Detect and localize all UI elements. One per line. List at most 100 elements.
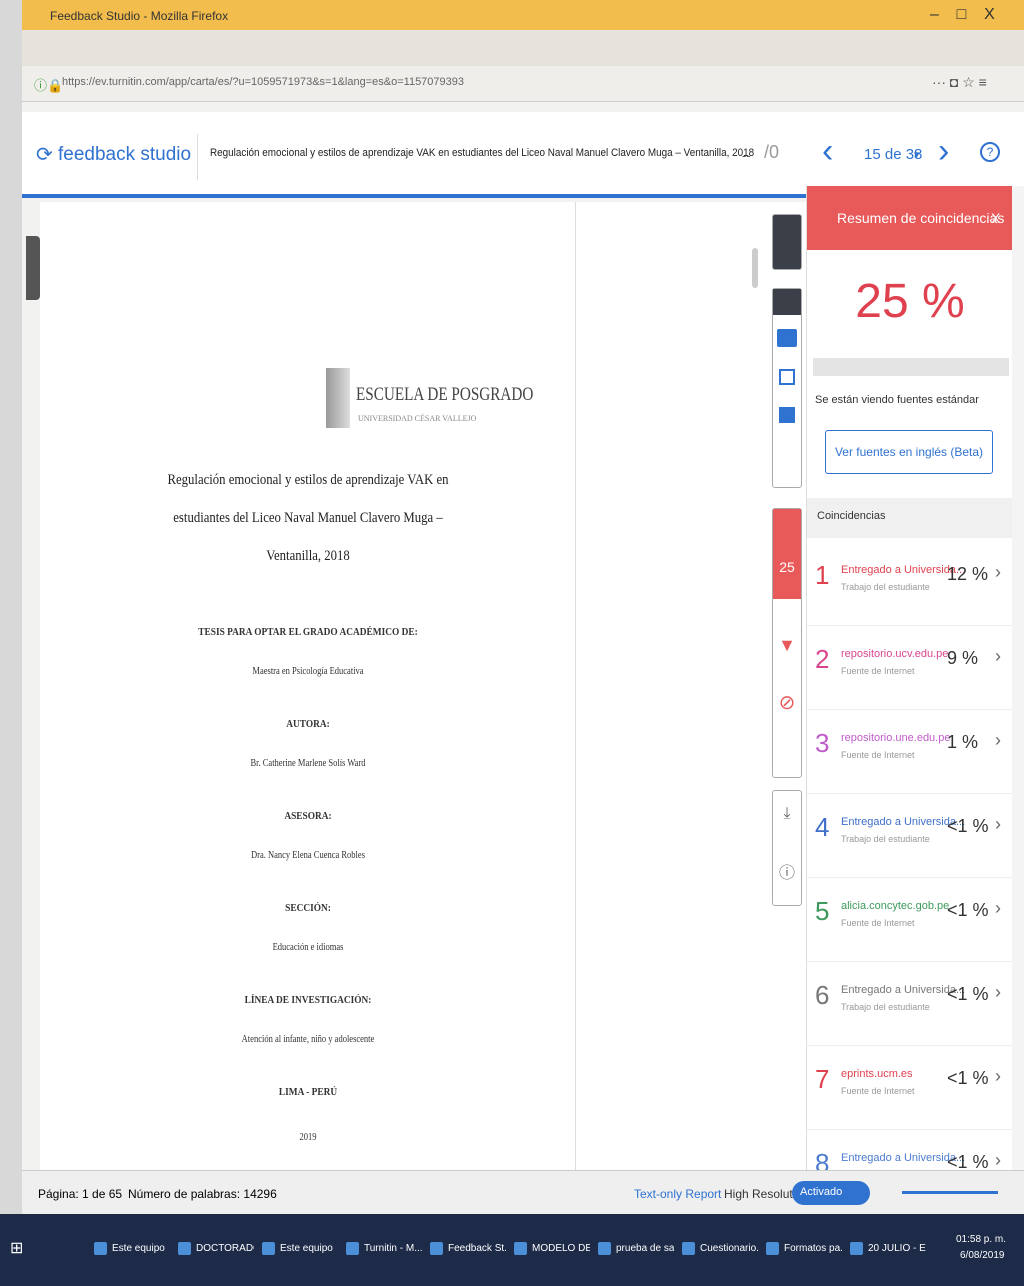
document-title: Regulación emocional y estilos de aprend… [210,147,755,159]
match-type: Trabajo del estudiante [841,582,930,592]
source-scroller[interactable] [813,358,1009,376]
layers-button[interactable] [772,214,802,270]
word-count: Número de palabras: 14296 [128,1187,277,1201]
match-arrow[interactable]: › [995,562,1001,582]
match-source: eprints.ucm.es [841,1068,913,1080]
page-scrollbar[interactable] [1012,186,1024,1170]
prev-button[interactable]: ‹ [822,132,834,170]
section-heading: LIMA - PERÚ [278,1086,338,1098]
task-item[interactable]: prueba de sa... [594,1232,674,1266]
university-logo [326,368,350,428]
match-percent: <1 % [947,1152,989,1170]
grade-max: /0 [764,142,780,162]
page-nav[interactable]: 15 de 38 [864,146,923,163]
overall-score: 25 % [855,275,965,328]
school-name: ESCUELA DE POSGRADO [356,384,534,405]
match-percent: 1 % [947,732,979,752]
task-item[interactable]: DOCTORADO [174,1232,254,1266]
side-handle[interactable] [26,236,40,300]
page-count: Página: 1 de 65 [38,1187,123,1201]
match-arrow[interactable]: › [995,982,1001,1002]
match-percent: <1 % [947,984,989,1004]
task-item[interactable]: Formatos pa... [762,1232,842,1266]
browser-titlebar: Feedback Studio - Mozilla Firefox – □ X [22,0,1024,30]
url-actions[interactable]: ··· ◘ ☆ ≡ [932,74,987,90]
match-arrow[interactable]: › [995,1066,1001,1086]
match-percent: 12 % [947,564,989,584]
next-button[interactable]: › [938,132,950,170]
window-controls[interactable]: – □ X [930,6,995,23]
task-item[interactable]: Cuestionario... [678,1232,758,1266]
match-source: Entregado a Universida... [841,816,966,828]
match-row[interactable]: 3 repositorio.une.edu.pe Fuente de Interne… [807,710,1012,794]
task-item[interactable]: Turnitin - M... [342,1232,422,1266]
app-header: ⟳ feedback studio Regulación emocional y… [22,112,1024,198]
match-source: Entregado a Universida... [841,564,966,576]
section-heading: TESIS PARA OPTAR EL GRADO ACADÉMICO DE: [198,626,418,638]
document-margin [576,202,770,1170]
match-number: 3 [815,728,830,758]
start-button[interactable]: ⊞ [10,1240,24,1257]
high-res-toggle[interactable]: Activado [792,1181,871,1205]
grading-tools[interactable] [772,288,802,488]
match-arrow[interactable]: › [995,898,1001,918]
match-arrow[interactable]: › [995,814,1001,834]
taskbar: ⊞ Este equipoDOCTORADOEste equipoTurniti… [0,1214,1024,1286]
similarity-score[interactable]: 25 [773,509,801,599]
match-row[interactable]: 1 Entregado a Universida... Trabajo del es… [807,542,1012,626]
zoom-slider[interactable] [902,1191,998,1194]
task-item[interactable]: MODELO DE... [510,1232,590,1266]
match-arrow[interactable]: › [995,1150,1001,1170]
match-percent: <1 % [947,816,989,836]
section-text: Educación e idiomas [272,942,344,953]
match-type: Trabajo del estudiante [841,1002,930,1012]
match-type: Trabajo del estudiante [841,834,930,844]
match-source: alicia.concytec.gob.pe [841,900,950,912]
section-text: Atención al infante, niño y adolescente [241,1034,375,1045]
section-text: Maestra en Psicología Educativa [252,666,364,677]
clock-time: 01:58 p. m. [956,1234,1007,1245]
university-name: UNIVERSIDAD CÉSAR VALLEJO [358,414,477,423]
url-text[interactable]: https://ev.turnitin.com/app/carta/es/?u=… [62,76,465,88]
logo: feedback studio [58,144,192,165]
match-arrow[interactable]: › [995,646,1001,666]
title-line: Regulación emocional y estilos de aprend… [167,472,449,488]
match-type: Fuente de Internet [841,750,915,760]
similarity-tools[interactable]: 25 ▼ ⊘ [772,508,802,778]
title-line: Ventanilla, 2018 [266,548,350,564]
matches-label: Coincidencias [807,498,1012,538]
scrollbar[interactable] [752,248,758,288]
panel-close[interactable]: X [991,210,1001,226]
section-heading: LÍNEA DE INVESTIGACIÓN: [244,994,372,1006]
match-row[interactable]: 4 Entregado a Universida... Trabajo del es… [807,794,1012,878]
panel-header: Resumen de coincidencias X [807,186,1012,250]
english-sources-button[interactable]: Ver fuentes en inglés (Beta) [825,430,993,474]
url-bar: ⓘ🔒 https://ev.turnitin.com/app/carta/es/… [22,66,1024,102]
left-window-edge [0,0,22,1214]
match-row[interactable]: 7 eprints.ucm.es Fuente de Internet <1 % › [807,1046,1012,1130]
toolbar: 25 ▼ ⊘ ⤓ ⓘ [770,202,806,1170]
panel-title: Resumen de coincidencias [837,210,1005,226]
match-number: 1 [815,560,830,590]
task-item[interactable]: Este equipo [258,1232,338,1266]
match-number: 4 [815,812,830,842]
match-source: Entregado a Universida... [841,1152,966,1164]
task-item[interactable]: 20 JULIO - Ex... [846,1232,926,1266]
help-button[interactable]: ? [980,142,1000,162]
match-panel: Resumen de coincidencias X 25 % Se están… [806,186,1012,1170]
grade[interactable]: -- [742,148,751,163]
match-row[interactable]: 6 Entregado a Universida... Trabajo del es… [807,962,1012,1046]
match-row[interactable]: 2 repositorio.ucv.edu.pe Fuente de Interne… [807,626,1012,710]
page-nav-caret[interactable]: ▾ [914,149,920,161]
match-row[interactable]: 5 alicia.concytec.gob.pe Fuente de Interne… [807,878,1012,962]
match-source: repositorio.une.edu.pe [841,732,951,744]
download-info[interactable]: ⤓ ⓘ [772,790,802,906]
match-number: 8 [815,1148,830,1170]
section-heading: AUTORA: [286,718,330,730]
text-only-link[interactable]: Text-only Report [634,1187,722,1201]
task-item[interactable]: Este equipo [90,1232,170,1266]
match-arrow[interactable]: › [995,730,1001,750]
task-item[interactable]: Feedback St... [426,1232,506,1266]
